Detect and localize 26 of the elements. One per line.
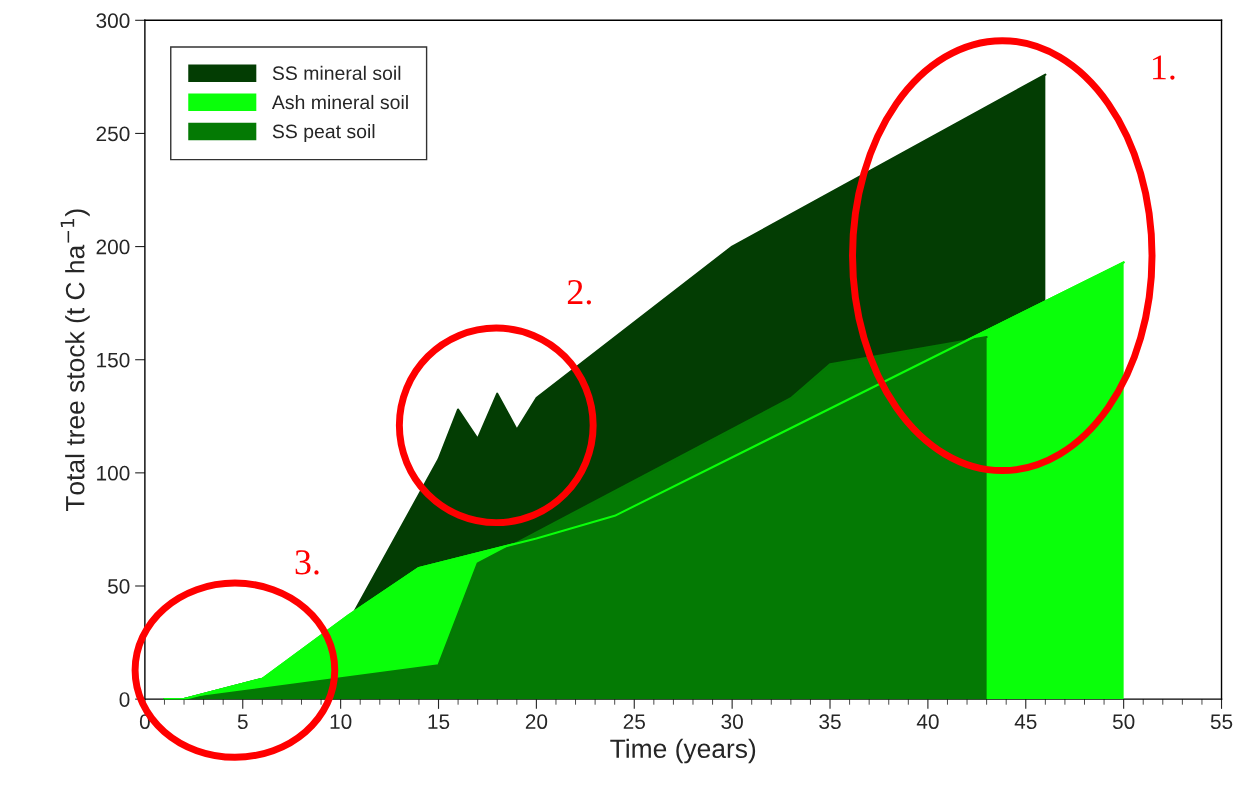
x-tick-label: 35 xyxy=(819,714,841,730)
x-tick-label: 40 xyxy=(916,714,939,730)
annotation: 1. xyxy=(1153,55,1175,80)
x-tick-label: 10 xyxy=(330,714,352,730)
y-tick-label: 50 xyxy=(107,578,130,594)
annotation: 2. xyxy=(567,280,592,305)
y-tick-label: 100 xyxy=(97,465,130,481)
legend-label: Ash mineral soil xyxy=(271,94,408,110)
x-axis-title: Time (years) xyxy=(610,738,756,764)
x-tick-label: 5 xyxy=(237,714,248,730)
y-tick-label: 0 xyxy=(119,692,130,707)
x-tick-label: 15 xyxy=(428,714,450,730)
x-tick-label: 50 xyxy=(1112,714,1135,730)
y-tick-label: 200 xyxy=(96,239,130,255)
y-axis-title: Total tree stock (t C ha$^{−1}$) xyxy=(60,209,90,512)
x-tick-label: 55 xyxy=(1210,714,1233,730)
legend-label: SS peat soil xyxy=(272,124,375,143)
legend-label: SS mineral soil xyxy=(272,65,401,81)
y-tick-label: 150 xyxy=(97,352,130,368)
annotation: 3. xyxy=(295,550,319,575)
x-tick-label: 30 xyxy=(721,714,743,730)
x-tick-label: 45 xyxy=(1014,714,1037,730)
y-tick-label: 250 xyxy=(96,126,130,142)
x-tick-label: 25 xyxy=(623,714,645,730)
x-tick-label: 20 xyxy=(525,714,548,730)
y-tick-label: 300 xyxy=(96,13,130,29)
